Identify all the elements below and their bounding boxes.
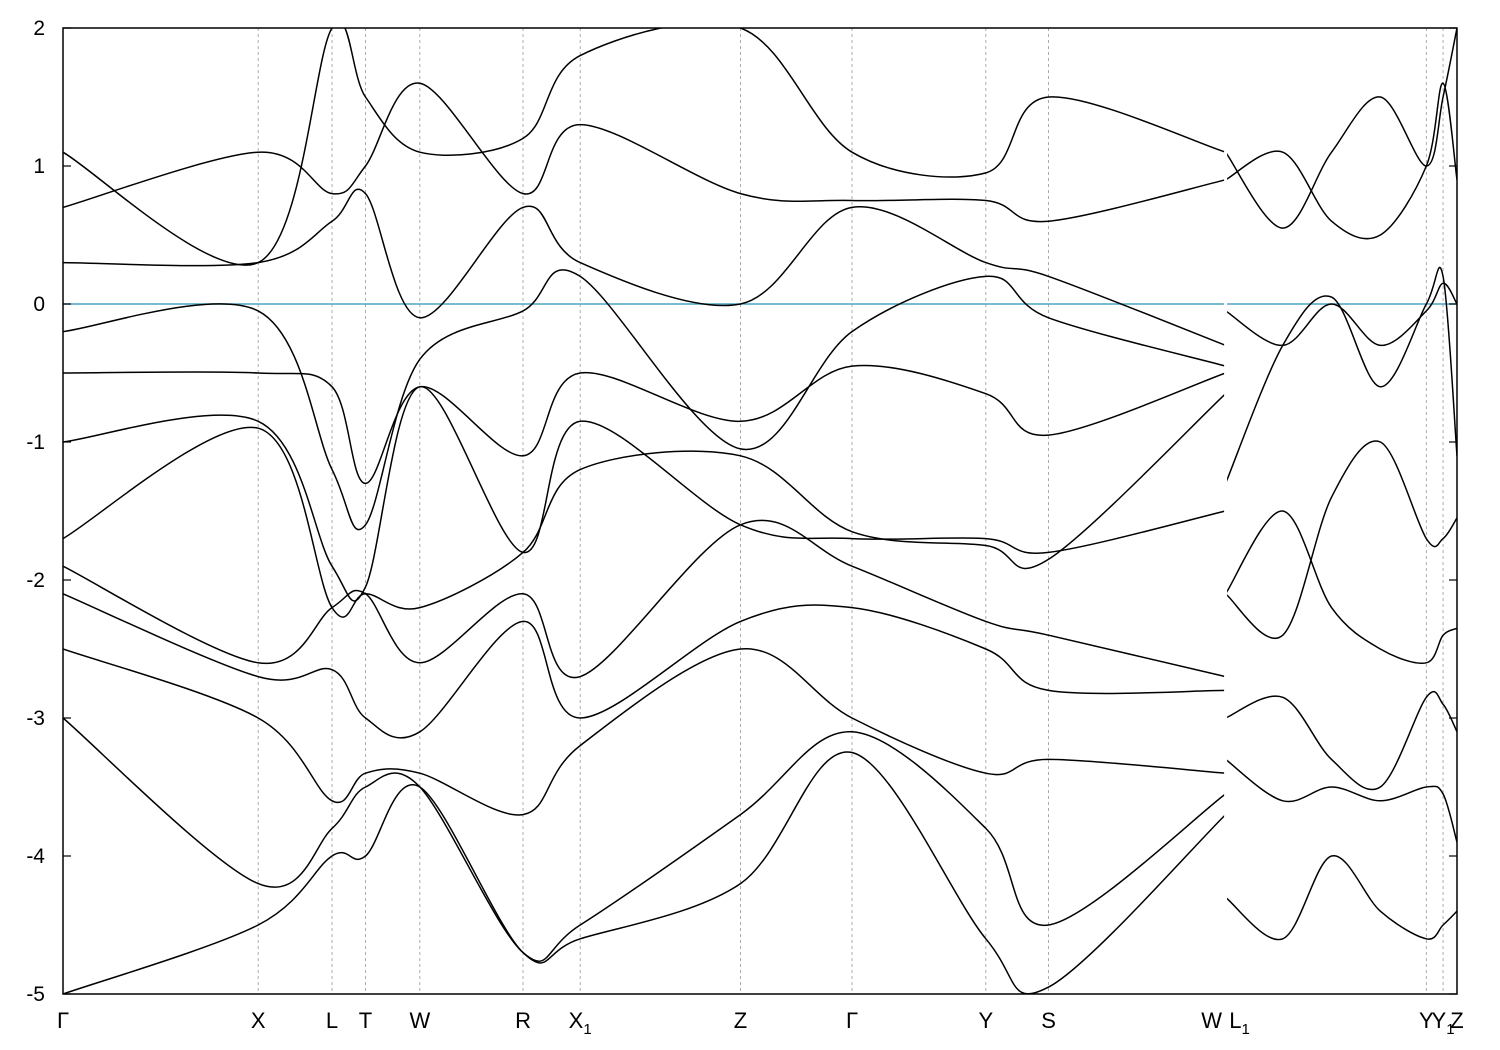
kpoint-label: S [1041, 1008, 1056, 1033]
band-line [63, 188, 1226, 347]
band-line [63, 717, 1227, 962]
y-axis-ticks: 2 1 0 -1 -2 -3 -4 -5 [26, 17, 1457, 1006]
kpoint-label: Y [1419, 1008, 1434, 1033]
band-line [63, 28, 1226, 266]
kpoint-label: X [251, 1008, 266, 1033]
band-line [1225, 758, 1457, 843]
band-line [63, 82, 1226, 223]
band-line [63, 751, 1227, 994]
kpoint-label: W [409, 1008, 430, 1033]
band-line [1225, 82, 1457, 240]
kpoint-subscript: 1 [583, 1021, 591, 1038]
kpoint-label: Γ [846, 1008, 858, 1033]
path-break-gap [1224, 28, 1228, 994]
band-line [63, 269, 1226, 531]
kpoint-label: L [326, 1008, 338, 1033]
band-line [1225, 690, 1457, 791]
band-line [63, 393, 1227, 618]
band-line [1224, 266, 1457, 484]
y-tick-label: 1 [33, 155, 45, 178]
y-tick-label: -2 [26, 569, 45, 592]
band-line [63, 593, 1226, 739]
band-line [63, 364, 1226, 485]
kpoint-label: Z [1450, 1008, 1463, 1033]
y-tick-label: -4 [26, 845, 45, 868]
band-line [1224, 510, 1457, 664]
path-break [1224, 28, 1228, 994]
band-line [63, 519, 1226, 679]
kpoint-label: Γ [57, 1008, 69, 1033]
band-line [1225, 28, 1457, 229]
band-line [63, 648, 1226, 816]
plot-frame [62, 27, 1458, 995]
kpoint-label: Z [734, 1008, 747, 1033]
kpoint-label: Y [978, 1008, 993, 1033]
kpoint-subscript: 1 [1242, 1021, 1250, 1038]
y-tick-label: -3 [26, 707, 45, 730]
kpoint-subscript: 1 [1446, 1021, 1454, 1038]
kpoint-label: T [359, 1008, 372, 1033]
kpoint-label: R [515, 1008, 531, 1033]
band-line [1225, 855, 1457, 941]
y-tick-label: 0 [33, 293, 45, 316]
y-tick-label: -5 [26, 983, 45, 1006]
band-line [1225, 440, 1457, 639]
y-tick-label: -1 [26, 431, 45, 454]
y-tick-label: 2 [33, 17, 45, 40]
band-lines [63, 28, 1457, 994]
kpoint-label: W [1201, 1008, 1222, 1033]
band-line [63, 386, 1226, 602]
